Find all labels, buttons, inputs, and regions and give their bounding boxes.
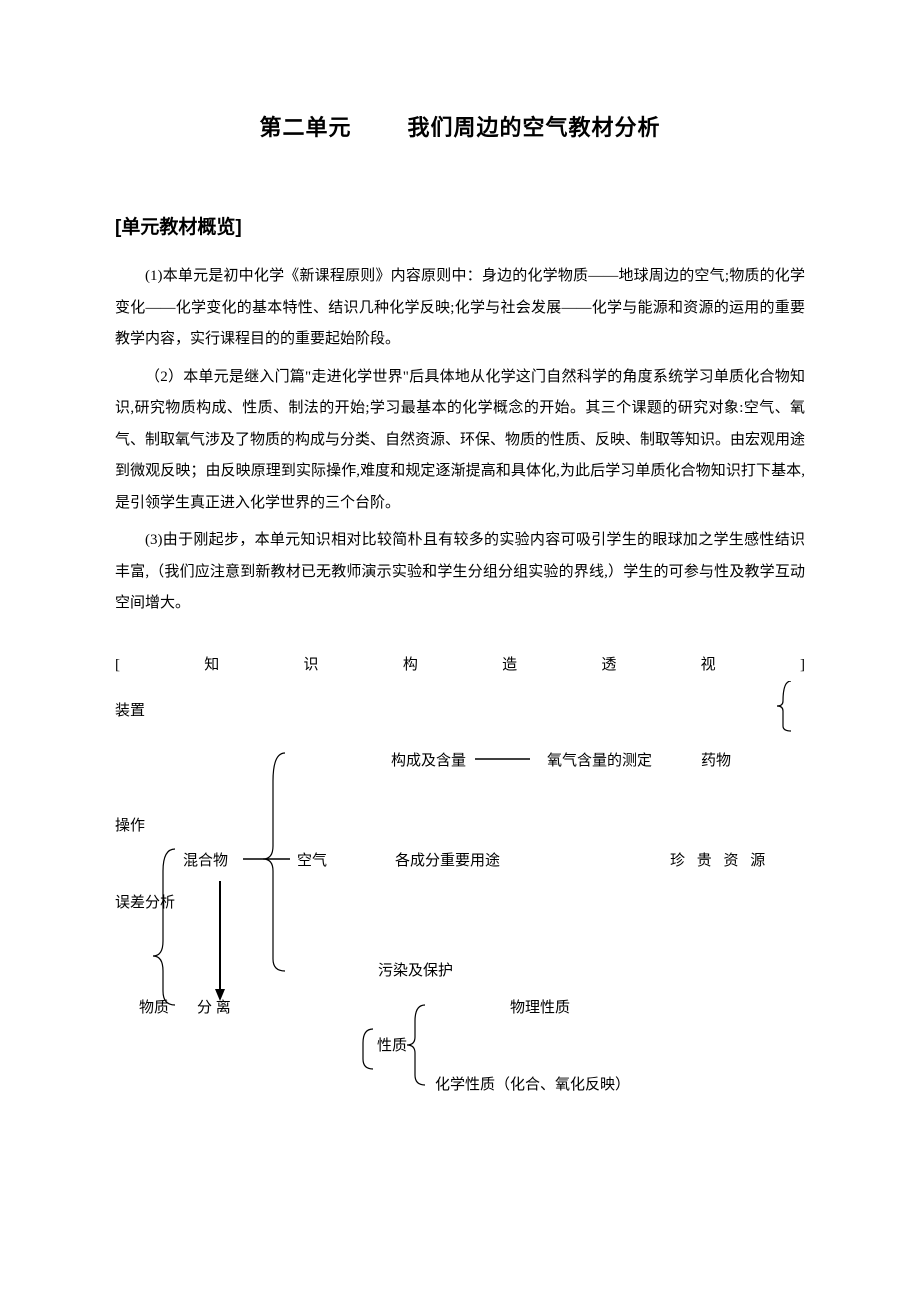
label-hunhewu: 混合物 [183,851,228,872]
label-kongqi: 空气 [297,851,327,872]
label-xingzhi: 性质 [377,1036,407,1057]
label-gouchengjihanliang: 构成及含量 [391,751,466,772]
title-left: 第二单元 [259,115,351,140]
diagram-lines [115,681,805,1101]
knowledge-structure-diagram: 装置 操作 误差分析 物质 分 离 混合物 空气 构成及含量 各成分重要用途 污… [115,681,805,1101]
label-huaxuexingzhi: 化学性质（化合、氧化反映） [435,1075,630,1096]
label-zhengui: 珍 贵 资 源 [670,851,769,872]
page-title: 第二单元 我们周边的空气教材分析 [115,110,805,142]
label-wulixingzhi: 物理性质 [510,998,570,1019]
label-wuzhi: 物质 [139,998,169,1019]
section-heading-overview: [单元教材概览] [115,212,805,239]
label-yangqihanliang: 氧气含量的测定 [547,751,652,772]
label-zhuangzhi: 装置 [115,701,145,722]
paragraph-3: (3)由于刚起步，本单元知识相对比较简朴且有较多的实验内容可吸引学生的眼球加之学… [115,525,805,620]
section-heading-structure: [ 知 识 构 造 透 视 ] [115,650,805,682]
label-caozuo: 操作 [115,816,145,837]
label-yaowu: 药物 [701,751,731,772]
paragraph-2: （2）本单元是继入门篇"走进化学世界"后具体地从化学这门自然科学的角度系统学习单… [115,362,805,520]
label-wucha: 误差分析 [115,893,175,914]
paragraph-1: (1)本单元是初中化学《新课程原则》内容原则中：身边的化学物质——地球周边的空气… [115,261,805,356]
label-gechengfen: 各成分重要用途 [395,851,500,872]
label-fenli: 分 离 [197,998,231,1019]
title-right: 我们周边的空气教材分析 [408,115,661,140]
label-wuran: 污染及保护 [378,961,453,982]
